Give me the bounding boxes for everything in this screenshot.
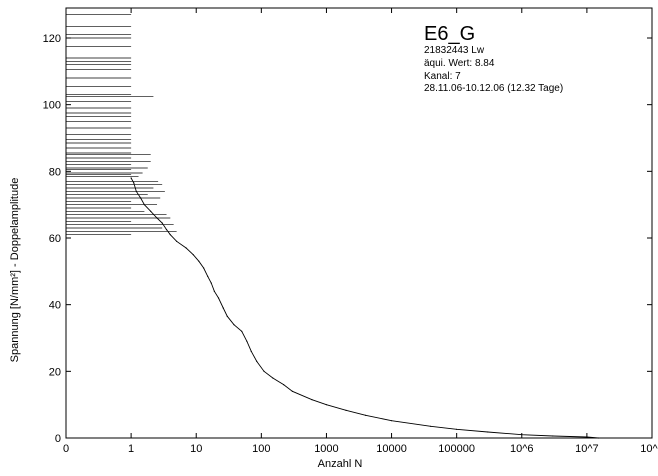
series-point [169,234,171,236]
x-tick-label: 10000 [376,443,407,455]
series-point [456,428,458,430]
x-tick-label: 100000 [438,443,475,455]
x-axis-ticks: 0 1 10 100 1000 10000 100000 10^6 10^7 10^8 [63,8,658,455]
series-point [222,307,224,309]
series-point [176,240,178,242]
y-axis-ticks: 0 20 40 60 80 100 120 [43,33,652,445]
plot-frame [65,7,653,439]
y-tick-label: 20 [49,366,61,378]
plot-layer [66,14,599,439]
series-point [156,217,158,219]
series-point [150,210,152,212]
series-point [213,290,215,292]
series-point [283,384,285,386]
series-point [552,435,554,437]
series-point [311,399,313,401]
series-line [130,177,599,439]
series-point [217,297,220,299]
y-tick-label: 40 [49,300,61,312]
series-point [198,260,200,262]
series-point [135,190,137,192]
series-point [430,425,432,427]
y-tick-label: 100 [43,100,61,112]
series-point [272,377,274,379]
series-point [390,420,393,422]
series-point [203,267,205,269]
series-point [233,324,235,326]
x-tick-label: 1000 [314,443,338,455]
chart-subtitle-line-2: äqui. Wert: 8.84 [424,58,495,69]
y-tick-label: 60 [49,233,61,245]
x-tick-label: 0 [63,443,69,455]
series-point [256,360,258,362]
series-point [365,414,367,416]
series-point [192,254,194,256]
series-point [161,222,163,224]
series-point [133,182,135,184]
series-point [250,350,252,352]
x-tick-label: 10 [190,443,202,455]
series-point [226,315,228,317]
y-axis-label: Spannung [N/mm²] - Doppelamplitude [9,178,21,363]
series-point [207,275,209,277]
series-point [487,431,489,433]
series-point [210,282,212,284]
series-point [185,247,187,249]
chart-subtitle-line-1: 21832443 Lw [424,45,485,56]
x-tick-label: 10^6 [510,443,534,455]
x-tick-label: 10^7 [575,443,599,455]
series-point [263,370,265,372]
series-point [241,330,243,332]
series-point [345,409,347,411]
series-point [130,177,132,179]
chart-subtitle-line-4: 28.11.06-10.12.06 (12.32 Tage) [424,83,563,94]
x-tick-label: 10^8 [640,443,658,455]
series-point [246,340,248,342]
chart-title: E6_G [424,23,475,45]
y-tick-label: 0 [55,433,61,445]
x-axis-label: Anzahl N [318,458,363,470]
x-tick-label: 1 [128,443,134,455]
series-point [140,197,142,199]
chart-subtitle-line-3: Kanal: 7 [424,71,461,82]
series-point [165,229,168,231]
y-tick-label: 80 [49,166,61,178]
x-tick-label: 100 [252,443,270,455]
series-point [291,390,293,392]
series-point [325,404,328,406]
y-tick-label: 120 [43,33,61,45]
series-point [143,204,145,206]
